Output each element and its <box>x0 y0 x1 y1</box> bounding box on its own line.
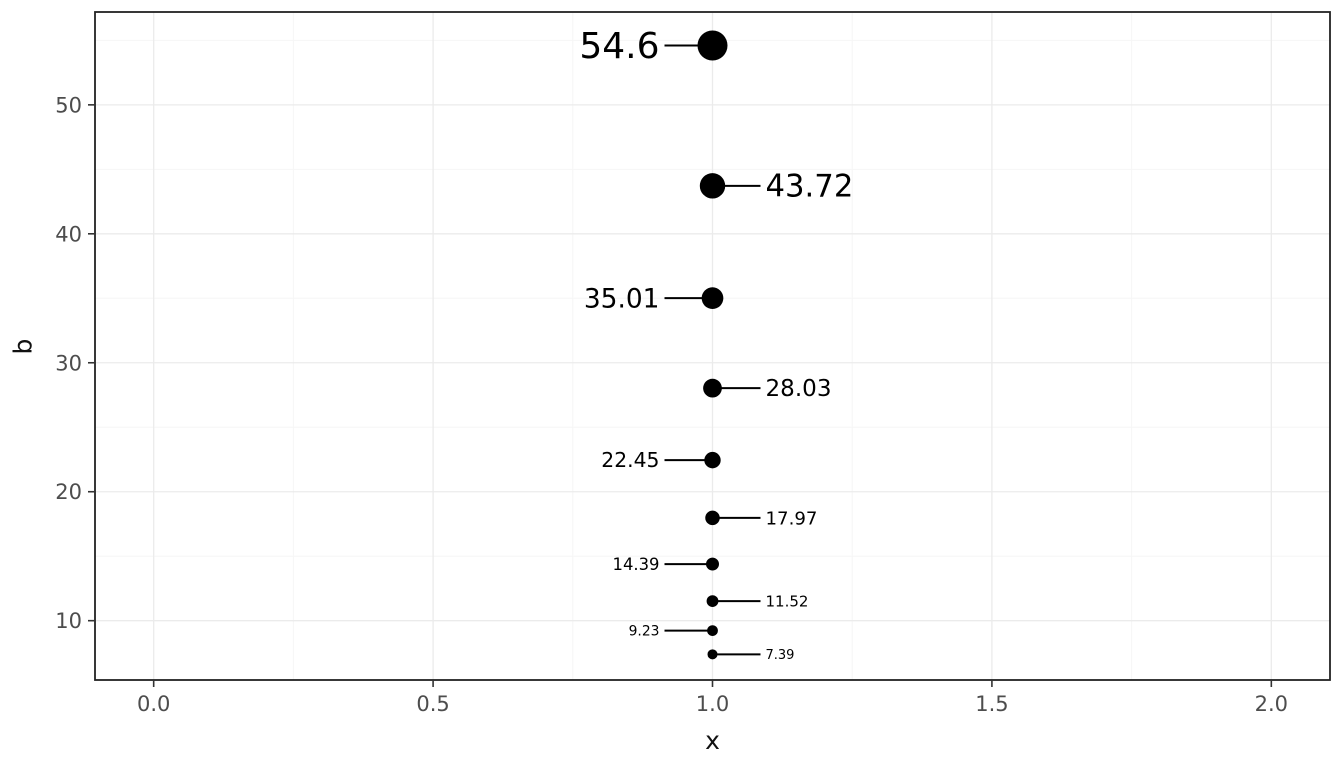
point-value-label: 28.03 <box>766 376 832 402</box>
x-tick-label: 0.0 <box>137 692 170 716</box>
y-axis-title: b <box>8 338 38 354</box>
y-tick-label: 50 <box>55 93 82 117</box>
data-point <box>704 451 721 469</box>
data-point <box>701 287 724 310</box>
data-point <box>705 510 720 526</box>
x-tick-label: 1.5 <box>975 692 1008 716</box>
y-tick-label: 20 <box>55 480 82 504</box>
point-value-label: 35.01 <box>584 283 660 314</box>
point-value-label: 7.39 <box>766 648 795 663</box>
y-tick-label: 40 <box>55 222 82 246</box>
x-tick-label: 0.5 <box>416 692 449 716</box>
y-axis-title-wrap: b <box>6 12 40 680</box>
point-value-label: 14.39 <box>613 555 660 574</box>
point-value-label: 9.23 <box>629 623 660 639</box>
data-point <box>706 557 719 571</box>
y-tick-label: 10 <box>55 609 82 633</box>
point-value-label: 17.97 <box>766 508 818 529</box>
point-value-label: 11.52 <box>766 592 809 610</box>
y-tick-label: 30 <box>55 351 82 375</box>
data-point <box>703 378 722 398</box>
data-point <box>707 649 718 660</box>
data-point <box>707 625 718 636</box>
x-axis-title: x <box>705 726 720 755</box>
data-point <box>706 595 719 607</box>
data-point <box>699 173 726 199</box>
data-point <box>697 30 728 61</box>
x-tick-label: 1.0 <box>696 692 729 716</box>
point-value-label: 54.6 <box>579 26 659 67</box>
point-value-label: 22.45 <box>601 448 659 472</box>
point-value-label: 43.72 <box>766 170 854 205</box>
x-tick-label: 2.0 <box>1255 692 1288 716</box>
